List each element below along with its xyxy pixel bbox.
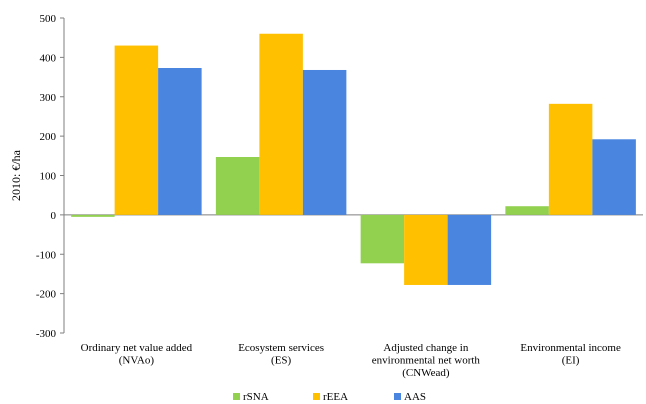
category-label: (NVAo)	[119, 355, 155, 367]
legend-label: AAS	[404, 391, 426, 403]
bar-reea	[259, 33, 303, 215]
y-tick-label: 400	[40, 52, 57, 64]
y-tick-label: -200	[36, 289, 57, 301]
bar-reea	[404, 214, 448, 285]
bar-rsna	[71, 214, 115, 217]
category-label: environmental net worth	[372, 355, 481, 367]
category-label: Ordinary net value added	[81, 342, 193, 354]
legend: rSNA rEEA AAS	[233, 391, 426, 403]
category-label: (ES)	[271, 355, 292, 367]
bar-rsna	[215, 156, 260, 215]
category-label: Environmental income	[520, 342, 621, 354]
legend-swatch-reea	[313, 393, 320, 400]
bar-rsna	[505, 206, 549, 215]
legend-swatch-aas	[394, 393, 401, 400]
bar-aas	[302, 69, 347, 215]
bar-reea	[548, 103, 593, 215]
bars	[71, 33, 636, 285]
legend-label: rSNA	[243, 391, 269, 403]
category-label: Adjusted change in	[383, 342, 468, 354]
bar-aas	[447, 214, 492, 285]
y-tick-label: -100	[36, 249, 57, 261]
y-tick-label: 500	[40, 13, 57, 25]
bar-aas	[592, 139, 636, 215]
bar-reea	[114, 45, 159, 215]
y-tick-label: 100	[40, 171, 57, 183]
category-label: (CNWead)	[402, 367, 450, 379]
legend-swatch-rsna	[233, 393, 240, 400]
y-tick-label: -300	[36, 328, 57, 340]
category-label: (EI)	[562, 355, 580, 367]
bar-aas	[158, 68, 202, 215]
y-tick-label: 300	[40, 92, 57, 104]
y-tick-label: 0	[51, 210, 57, 222]
bar-rsna	[360, 214, 405, 264]
legend-label: rEEA	[323, 391, 348, 403]
category-label: Ecosystem services	[238, 342, 324, 354]
y-tick-label: 200	[40, 131, 57, 143]
x-axis-labels: Ordinary net value added(NVAo) Ecosystem …	[81, 342, 621, 379]
y-axis-label: 2010: €/ha	[9, 149, 23, 201]
